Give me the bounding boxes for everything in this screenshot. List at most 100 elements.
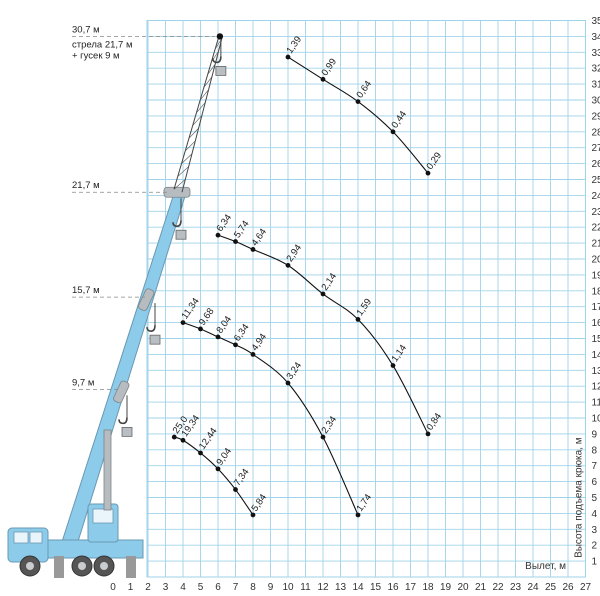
x-tick-label: 4 <box>180 582 186 593</box>
point-label: 7,34 <box>232 467 252 488</box>
point-label: 4,64 <box>249 227 269 248</box>
y-tick-label: 13 <box>592 366 600 377</box>
truck <box>7 429 144 578</box>
curve-point <box>355 512 361 518</box>
point-label: 6,34 <box>214 212 234 233</box>
hook-21-hook <box>172 220 182 228</box>
hook-9-hook <box>118 417 128 425</box>
y-tick-label: 1 <box>592 557 598 568</box>
jib-lacing <box>203 76 213 88</box>
curve-point <box>233 239 238 244</box>
y-tick-label: 18 <box>592 286 600 297</box>
hook-15-hook <box>146 325 156 332</box>
curve-point <box>198 326 203 332</box>
jib-weight <box>215 66 227 76</box>
point-label: 5,74 <box>232 219 252 240</box>
jib-lacing <box>207 63 216 75</box>
point-label: 8,04 <box>214 314 234 335</box>
curve-point <box>320 76 326 82</box>
height-mark-label: 15,7 м <box>72 285 100 296</box>
y-tick-label: 34 <box>592 32 600 43</box>
y-tick-label: 26 <box>592 159 600 170</box>
y-tick-label: 29 <box>592 111 600 122</box>
point-label: 4,94 <box>249 332 269 353</box>
curve-point <box>215 466 221 472</box>
luffing-cylinder <box>103 429 112 511</box>
x-tick-label: 1 <box>128 582 134 593</box>
outrigger <box>54 556 64 578</box>
outrigger <box>126 556 136 578</box>
x-tick-label: 8 <box>250 582 256 593</box>
x-tick-label: 6 <box>215 582 221 593</box>
height-mark-note: + гусек 9 м <box>72 50 120 61</box>
y-tick-label: 17 <box>592 302 600 313</box>
point-label: 6,34 <box>232 322 252 343</box>
y-tick-label: 3 <box>592 525 598 536</box>
y-tick-label: 12 <box>592 382 600 393</box>
x-tick-label: 25 <box>545 582 557 593</box>
curve-point <box>425 170 431 176</box>
x-tick-label: 24 <box>527 582 539 593</box>
curve-point <box>320 434 326 440</box>
y-tick-label: 8 <box>592 445 598 456</box>
y-tick-label: 33 <box>592 48 600 59</box>
curve-point <box>250 512 256 518</box>
grid <box>146 20 586 578</box>
crane-illustration <box>7 33 227 578</box>
y-tick-label: 23 <box>592 207 600 218</box>
curve-point <box>215 334 221 340</box>
x-tick-label: 15 <box>370 582 382 593</box>
hook-9-weight <box>121 426 133 437</box>
height-marks: 30,7 м стрела 21,7 м+ гусек 9 м 21,7 м 15,7… <box>72 24 215 390</box>
y-tick-label: 7 <box>592 461 598 472</box>
y-tick-label: 19 <box>592 270 600 281</box>
curve-point <box>180 320 186 325</box>
load-curve: 6,345,744,642,942,141,591,140,84 <box>214 212 444 437</box>
x-tick-label: 3 <box>163 582 169 593</box>
x-tick-label: 26 <box>562 582 574 593</box>
x-tick-label: 23 <box>510 582 522 593</box>
x-tick-label: 18 <box>422 582 434 593</box>
x-tick-label: 9 <box>268 582 274 593</box>
y-tick-label: 11 <box>592 398 600 409</box>
y-axis-label: Высота подъема крюка, м <box>574 437 585 558</box>
y-tick-label: 9 <box>592 429 598 440</box>
point-label: 1,59 <box>354 297 374 318</box>
y-tick-label: 27 <box>592 143 600 154</box>
x-tick-label: 0 <box>110 582 116 593</box>
curve-point <box>390 129 396 135</box>
jib-lacing <box>214 38 223 50</box>
curve-point <box>233 342 238 348</box>
jib-hook <box>212 56 222 64</box>
load-curves: 1,390,990,640,440,296,345,744,642,942,14… <box>171 34 444 518</box>
jib-lacing <box>196 102 206 114</box>
curve-point <box>285 54 291 60</box>
curve-point <box>171 434 177 440</box>
x-tick-label: 7 <box>233 582 239 593</box>
curve-point <box>320 291 326 297</box>
y-tick-label: 31 <box>592 80 600 91</box>
curve-point <box>250 352 256 357</box>
y-tick-label: 22 <box>592 223 600 234</box>
boom-joint <box>113 380 130 404</box>
curve-point <box>355 99 361 104</box>
truck-frame <box>47 539 144 559</box>
jib-lacing <box>177 166 189 177</box>
x-tick-label: 19 <box>440 582 452 593</box>
x-tick-label: 16 <box>387 582 399 593</box>
height-mark-note: стрела 21,7 м <box>72 39 132 50</box>
jib-lacing <box>199 89 209 101</box>
point-label: 1,74 <box>354 492 374 513</box>
y-tick-label: 4 <box>592 509 598 520</box>
curve-point <box>180 437 186 443</box>
y-tick-label: 21 <box>592 239 600 250</box>
boom-section <box>59 189 186 549</box>
y-tick-label: 14 <box>592 350 600 361</box>
load-curve: 11,349,688,046,344,943,242,341,74 <box>179 296 374 518</box>
x-tick-label: 22 <box>492 582 504 593</box>
x-tick-label: 14 <box>352 582 364 593</box>
y-tick-label: 30 <box>592 96 600 107</box>
curve-point <box>285 380 291 386</box>
curve-point <box>285 262 291 268</box>
